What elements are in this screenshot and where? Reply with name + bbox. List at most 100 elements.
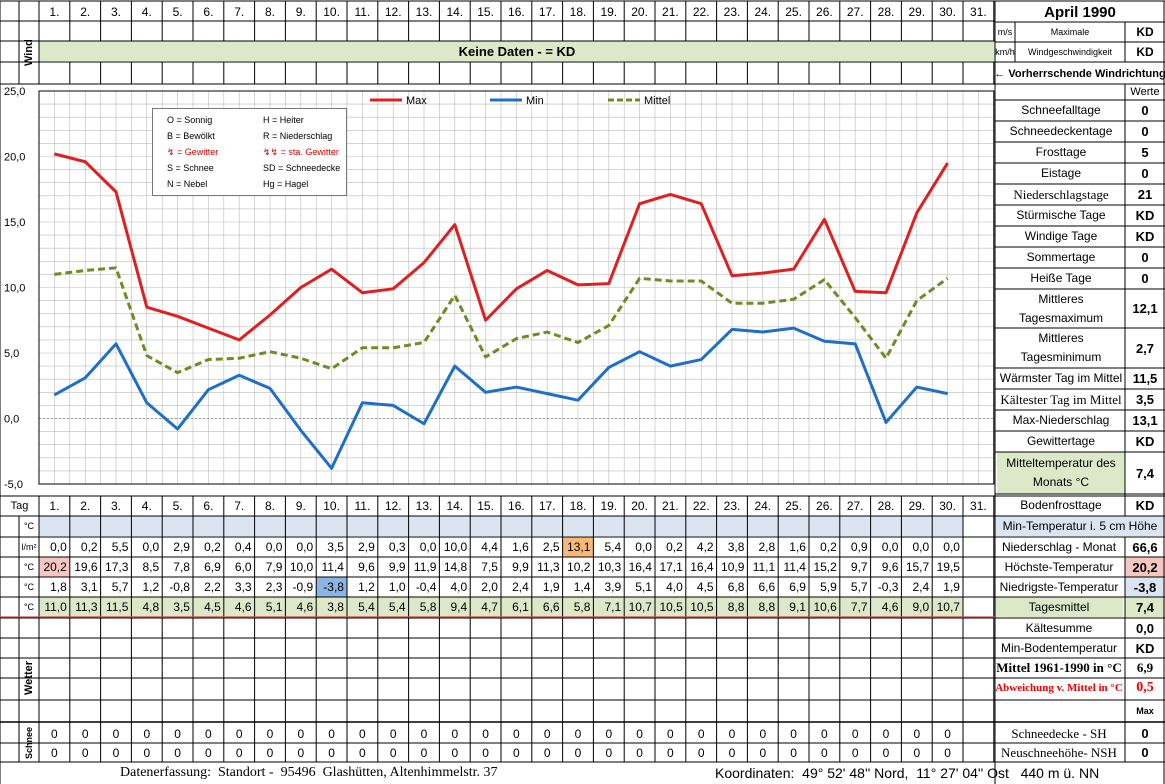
unit-label: °C (23, 602, 35, 612)
day-number: 18. (569, 499, 587, 513)
table-cell: 0,2 (820, 540, 837, 554)
legend-label: Max (406, 95, 427, 107)
snow-cell: 0 (51, 726, 58, 741)
table-cell: 10,7 (936, 600, 960, 614)
bottom-stat-value: 7,4 (1125, 597, 1165, 617)
legend-item: SD = Schneedecke (263, 163, 341, 173)
legend-item: B = Bewölkt (167, 131, 215, 141)
table-cell: 8,5 (142, 560, 160, 574)
table-cell: 9,4 (450, 600, 468, 614)
table-cell: 0,0 (50, 540, 67, 554)
schneedecke-value: 0 (1141, 726, 1149, 741)
stat-label: Wärmster Tag im Mittel (999, 371, 1123, 385)
table-cell: 9,6 (881, 560, 899, 574)
day-number: 4. (141, 5, 152, 19)
max-wind-ms: KD (1136, 25, 1154, 39)
stat-value: 3,5 (1135, 392, 1155, 407)
snow-cell: 0 (328, 726, 335, 741)
day-number: 24. (754, 499, 772, 513)
day-number: 10. (323, 499, 340, 513)
snow-cell: 0 (205, 745, 212, 760)
table-cell: 0,0 (296, 540, 314, 554)
snow-cell: 0 (482, 726, 489, 741)
table-cell: 1,9 (542, 580, 560, 594)
table-cell: 4,2 (696, 540, 714, 554)
table-cell: 4,6 (881, 600, 899, 614)
snow-cell: 0 (235, 745, 243, 760)
table-cell: 6,9 (204, 560, 221, 574)
snow-cell: 0 (605, 726, 613, 741)
y-tick-label: 10,0 (4, 283, 25, 295)
snow-cell: 0 (513, 745, 520, 760)
legend-item: ↯ = Gewitter (167, 147, 219, 157)
snow-cell: 0 (112, 745, 120, 760)
table-cell: 8,8 (758, 600, 776, 614)
series-line-min (53, 326, 948, 470)
table-cell: 5,7 (850, 580, 868, 594)
stat-value: KD (1135, 497, 1155, 513)
snow-cell: 0 (851, 745, 859, 760)
table-cell: 0,4 (234, 540, 252, 554)
unit-ms: m/s (997, 27, 1013, 37)
bottom-stat-label: Niederschlag - Monat (1001, 540, 1117, 554)
table-cell: 9,9 (388, 560, 406, 574)
table-cell: 3,5 (327, 540, 344, 554)
snow-cell: 0 (359, 726, 366, 741)
bottom-stat-value: -3,8 (1125, 577, 1165, 597)
day-number: 6. (203, 5, 214, 19)
day-number: 31. (970, 499, 987, 513)
table-cell: 11,3 (537, 560, 560, 574)
snow-cell: 0 (513, 726, 520, 741)
table-cell: 9,7 (850, 560, 868, 574)
day-number: 26. (816, 499, 833, 513)
day-number: 15. (477, 499, 494, 513)
stat-label: Mittleres Tagesminimum (1020, 331, 1102, 364)
table-cell: 0,9 (850, 540, 868, 554)
snow-cell: 0 (728, 745, 736, 760)
table-cell: -3,8 (316, 577, 347, 597)
snow-cell: 0 (944, 726, 951, 741)
snow-cell: 0 (143, 726, 151, 741)
snow-cell: 0 (297, 726, 305, 741)
y-tick-label: -5,0 (4, 479, 23, 491)
snow-cell: 0 (913, 726, 921, 741)
day-number: 27. (846, 5, 864, 19)
table-cell: 6,9 (789, 580, 806, 594)
day-number: 20. (631, 499, 648, 513)
snow-cell: 0 (821, 726, 828, 741)
table-cell: 5,8 (573, 600, 591, 614)
day-number: 23. (723, 499, 741, 513)
table-cell: 9,6 (358, 560, 375, 574)
table-cell: 6,1 (512, 600, 529, 614)
table-cell: 1,6 (789, 540, 806, 554)
table-cell: 10,0 (289, 560, 314, 574)
snow-cell: 0 (636, 726, 643, 741)
table-cell: 7,9 (265, 560, 283, 574)
table-cell: 1,2 (142, 580, 160, 594)
table-cell: 8,8 (727, 600, 745, 614)
day-number: 21. (662, 5, 679, 19)
werte-label: Werte (1130, 86, 1160, 98)
stat-value: 0 (1141, 124, 1149, 139)
table-cell: -0,9 (292, 580, 314, 594)
table-cell: 5,4 (604, 540, 622, 554)
table-cell: 5,5 (111, 540, 129, 554)
table-cell: 2,4 (512, 580, 529, 594)
table-cell: 0,0 (912, 540, 930, 554)
table-cell: 15,2 (813, 560, 837, 574)
day-number: 1. (49, 5, 60, 19)
max-label: Max (1136, 706, 1154, 716)
table-cell: 19,5 (936, 560, 960, 574)
snow-cell: 0 (851, 726, 859, 741)
table-cell: 10,3 (597, 560, 622, 574)
y-tick-label: 25,0 (4, 86, 25, 98)
stat-label: Gewittertage (1026, 434, 1096, 448)
snow-cell: 0 (697, 745, 705, 760)
bottom-stat-label: Mittel 1961-1990 in °C (996, 660, 1122, 675)
table-cell: 9,9 (512, 560, 529, 574)
stat-label: Mitteltemperatur des Monats °C (997, 452, 1125, 494)
legend-item: Hg = Hagel (263, 179, 309, 189)
table-cell: 4,6 (234, 600, 252, 614)
day-number: 1. (49, 499, 60, 513)
stat-label: Schneedeckentage (1009, 124, 1113, 138)
